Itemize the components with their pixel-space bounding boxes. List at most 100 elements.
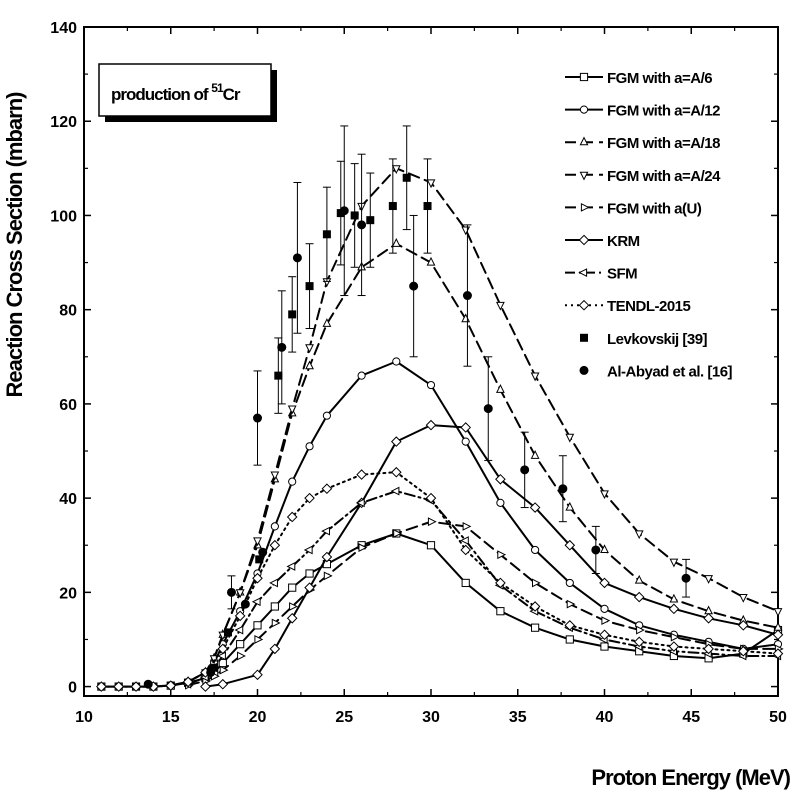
data-point (251, 597, 261, 607)
data-point (165, 680, 177, 691)
legend-label: FGM with a=A/24 (607, 168, 721, 185)
data-point (737, 645, 749, 657)
data-point (460, 544, 472, 556)
data-point (130, 681, 142, 692)
y-tick-label: 100 (50, 208, 77, 225)
data-point (305, 569, 314, 578)
data-point (288, 583, 297, 592)
legend-marker (578, 234, 590, 246)
data-point (289, 602, 298, 611)
legend-item: Levkovskij [39] (580, 331, 708, 348)
legend-label: FGM with a=A/12 (607, 103, 720, 120)
x-tick-label: 50 (769, 709, 787, 726)
data-point (591, 545, 601, 555)
data-point (773, 608, 783, 617)
data-point (409, 281, 419, 291)
data-point (425, 419, 437, 431)
data-point (703, 612, 714, 624)
data-point (304, 492, 315, 504)
data-point (304, 582, 315, 593)
legend: FGM with a=A/6 FGM with a=A/12 FGM with a=… (565, 70, 733, 380)
series-3 (183, 238, 783, 685)
data-point (322, 411, 331, 420)
data-point (270, 522, 279, 531)
data-point (393, 529, 403, 538)
data-point (321, 483, 333, 495)
data-point (339, 206, 349, 216)
data-point (254, 635, 264, 644)
data-point (253, 537, 262, 547)
data-point (600, 604, 609, 613)
data-point (258, 547, 268, 557)
series-10 (143, 125, 691, 689)
x-tick-label: 20 (249, 709, 267, 726)
data-point (322, 318, 332, 327)
data-point (358, 543, 368, 553)
data-point (217, 678, 229, 690)
y-tick-label: 0 (68, 680, 77, 697)
y-tick-label: 40 (59, 491, 77, 508)
legend-marker (580, 202, 590, 212)
legend-marker (579, 72, 589, 82)
legend-item: Al-Abyad et al. [16] (579, 363, 733, 380)
data-point (599, 629, 610, 641)
legend-label: TENDL-2015 (607, 298, 691, 315)
data-point (269, 643, 281, 655)
data-point (269, 578, 278, 588)
data-point (236, 640, 245, 649)
legend-label: FGM with a=A/6 (607, 70, 712, 87)
data-point (565, 501, 575, 511)
legend-item: FGM with a=A/18 (565, 135, 721, 152)
data-point (391, 238, 401, 247)
data-point (520, 465, 530, 475)
legend-item: FGM with a=A/24 (565, 168, 722, 185)
annotation-frame (98, 63, 272, 117)
data-point (350, 211, 359, 220)
data-point (565, 635, 574, 644)
legend-marker (580, 333, 588, 342)
annotation-text: production of 51Cr (111, 81, 241, 104)
data-point (634, 574, 644, 584)
data-point (670, 632, 680, 642)
data-point (402, 173, 411, 182)
annotation-box: production of 51Cr (98, 63, 277, 122)
legend-marker (578, 268, 588, 278)
series-6 (200, 419, 784, 692)
legend-marker (579, 136, 589, 146)
data-point (269, 539, 281, 551)
data-point (495, 384, 505, 393)
data-point (459, 536, 469, 545)
legend-label: Al-Abyad et al. [16] (607, 363, 733, 380)
data-point (738, 593, 748, 603)
data-point (287, 405, 297, 415)
data-point (461, 437, 470, 446)
series-8 (96, 466, 784, 692)
data-point (271, 618, 281, 628)
y-tick-label: 20 (59, 585, 77, 602)
legend-label: KRM (607, 233, 640, 250)
x-tick-label: 25 (335, 709, 353, 726)
data-point (681, 573, 691, 583)
data-point (286, 562, 296, 571)
data-point (224, 628, 233, 637)
data-point (366, 216, 375, 225)
data-point (668, 603, 680, 615)
legend-item: TENDL-2015 (565, 298, 691, 315)
legend-item: FGM with a(U) (565, 200, 702, 217)
data-point (255, 555, 264, 564)
data-point (356, 469, 367, 480)
x-tick-label: 40 (596, 709, 614, 726)
x-tick-label: 35 (509, 709, 527, 726)
data-point (200, 681, 211, 692)
data-point (303, 545, 313, 555)
data-point (565, 578, 574, 588)
data-point (305, 442, 314, 451)
y-tick-label: 140 (50, 20, 77, 37)
x-axis-label: Proton Energy (MeV) (591, 765, 790, 790)
y-tick-label: 60 (59, 397, 77, 414)
legend-item: FGM with a=A/12 (565, 103, 721, 120)
data-point (558, 484, 568, 494)
legend-label: SFM (607, 266, 637, 283)
data-point (218, 658, 227, 668)
data-point (217, 643, 229, 655)
